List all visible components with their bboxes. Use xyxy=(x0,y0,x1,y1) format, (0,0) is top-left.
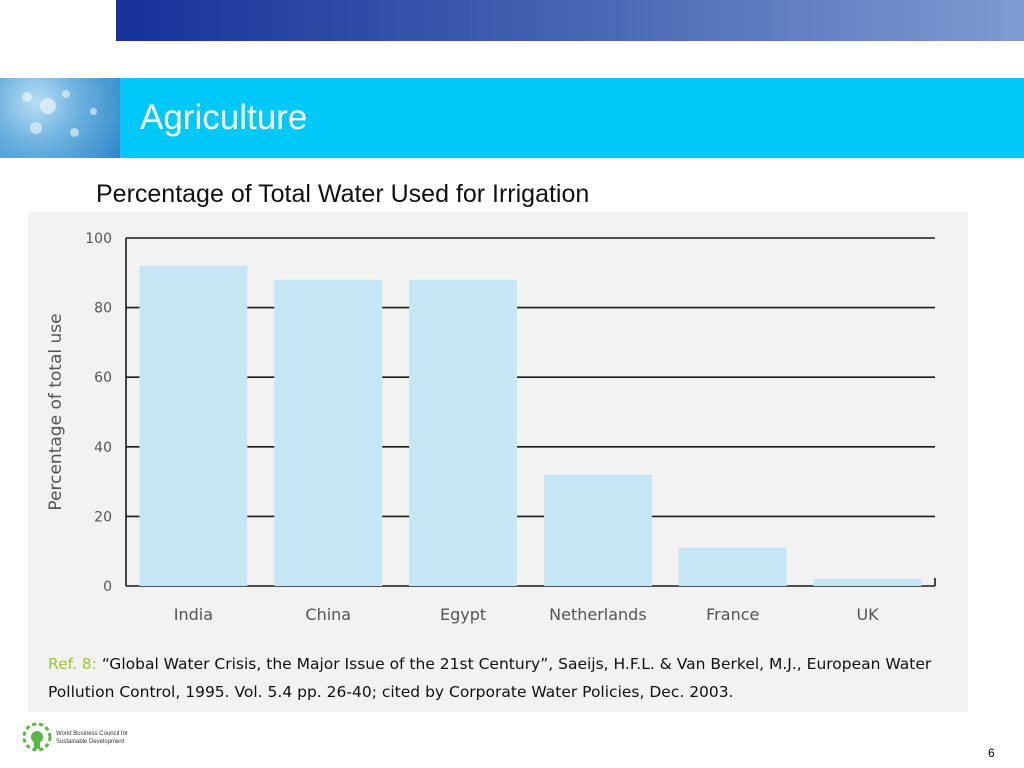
organization-name: World Business Council for Sustainable D… xyxy=(56,731,128,745)
bar xyxy=(813,579,922,586)
x-tick-label: Egypt xyxy=(440,605,486,624)
water-drop xyxy=(70,128,79,137)
x-tick-label: UK xyxy=(856,605,879,624)
bar xyxy=(274,279,383,586)
water-drop xyxy=(90,108,97,115)
bar-chart: 0 20 40 60 80 100 India China Egypt Netherlands Fr… xyxy=(46,231,936,624)
chart-panel: 0 20 40 60 80 100 India China Egypt Netherlands Fr… xyxy=(28,212,968,712)
x-tick-label: China xyxy=(305,605,351,624)
bar xyxy=(409,279,518,586)
y-tick-label: 80 xyxy=(94,301,112,317)
water-drop xyxy=(62,90,70,98)
reference-label: Ref. 8: xyxy=(48,655,97,673)
water-drop xyxy=(40,98,56,114)
x-tick-label: France xyxy=(706,605,759,624)
bar xyxy=(139,265,248,586)
y-axis-title: Percentage of total use xyxy=(46,313,66,510)
header-bar: Agriculture xyxy=(120,78,1024,158)
bar xyxy=(543,474,652,586)
bar xyxy=(678,547,787,586)
water-drops-image xyxy=(0,78,120,158)
chart-title: Percentage of Total Water Used for Irrig… xyxy=(96,180,590,208)
top-banner xyxy=(116,0,1024,41)
y-tick-label: 0 xyxy=(103,579,112,595)
wbcsd-logo-icon xyxy=(22,722,52,752)
x-tick-label: Netherlands xyxy=(549,605,647,624)
y-tick-label: 100 xyxy=(85,231,112,247)
y-tick-label: 20 xyxy=(94,509,112,525)
y-tick-label: 40 xyxy=(94,440,112,456)
reference-text: “Global Water Crisis, the Major Issue of… xyxy=(48,655,932,701)
y-tick-label: 60 xyxy=(94,370,112,386)
water-drop xyxy=(22,92,32,102)
x-tick-label: India xyxy=(174,605,213,624)
reference-note: Ref. 8: “Global Water Crisis, the Major … xyxy=(48,650,963,706)
water-drop xyxy=(30,122,42,134)
slide-number: 6 xyxy=(988,746,995,760)
slide-title: Agriculture xyxy=(140,98,308,137)
